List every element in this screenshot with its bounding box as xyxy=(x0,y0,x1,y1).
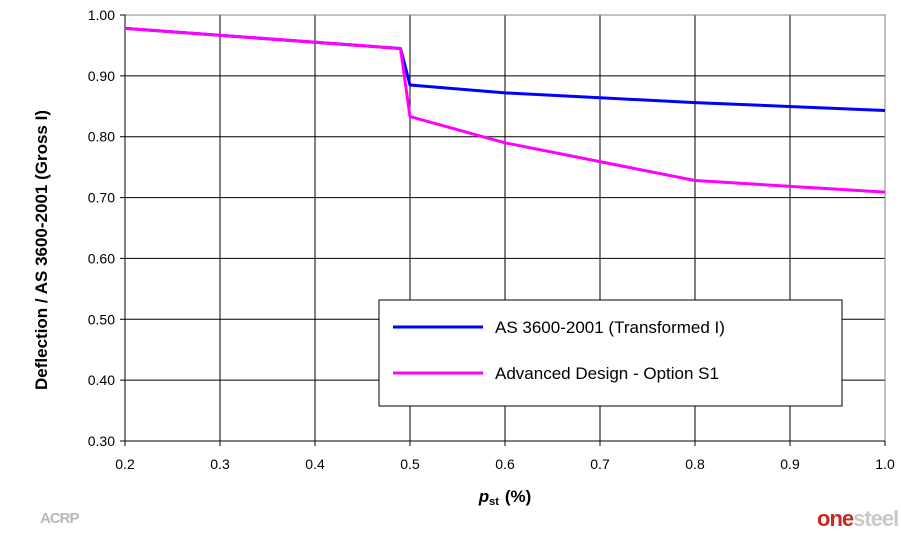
x-tick-label: 0.3 xyxy=(210,456,230,472)
y-axis-title: Deflection / AS 3600-2001 (Gross I) xyxy=(32,110,51,390)
x-tick-label: 0.7 xyxy=(590,456,610,472)
x-axis-title-main: p xyxy=(478,487,489,506)
onesteel-logo-steel: steel xyxy=(853,506,899,531)
onesteel-logo-one: one xyxy=(817,506,854,531)
x-tick-label: 1.0 xyxy=(875,456,895,472)
x-axis-title-sub: st xyxy=(489,496,499,508)
legend: AS 3600-2001 (Transformed I) Advanced De… xyxy=(378,299,843,407)
x-tick-label: 0.6 xyxy=(495,456,515,472)
y-tick-label: 1.00 xyxy=(88,7,115,23)
x-tick-label: 0.2 xyxy=(115,456,135,472)
x-tick-label: 0.5 xyxy=(400,456,420,472)
y-tick-label: 0.90 xyxy=(88,68,115,84)
series-line-advanced xyxy=(124,26,886,194)
x-tick-label: 0.9 xyxy=(780,456,800,472)
acrp-logo: ACRP xyxy=(40,510,80,527)
x-tick-label: 0.4 xyxy=(305,456,325,472)
series-lines xyxy=(124,26,886,194)
x-axis-title-unit: (%) xyxy=(505,487,531,506)
y-tick-label: 0.60 xyxy=(88,250,115,266)
y-tick-label: 0.40 xyxy=(88,372,115,388)
x-axis-title: pst (%) xyxy=(478,487,532,508)
onesteel-logo: onesteel xyxy=(817,506,899,532)
y-tick-label: 0.30 xyxy=(88,433,115,449)
y-tick-label: 0.50 xyxy=(88,311,115,327)
legend-box xyxy=(378,299,843,407)
y-tick-label: 0.80 xyxy=(88,129,115,145)
legend-label-advanced: Advanced Design - Option S1 xyxy=(495,364,719,383)
x-tick-label: 0.8 xyxy=(685,456,705,472)
legend-label-transformed: AS 3600-2001 (Transformed I) xyxy=(495,318,725,337)
tick-labels: 0.30 0.40 0.50 0.60 0.70 0.80 0.90 1.00 0.2 0.3 0.… xyxy=(88,7,895,472)
axes xyxy=(120,14,886,446)
y-tick-label: 0.70 xyxy=(88,190,115,206)
